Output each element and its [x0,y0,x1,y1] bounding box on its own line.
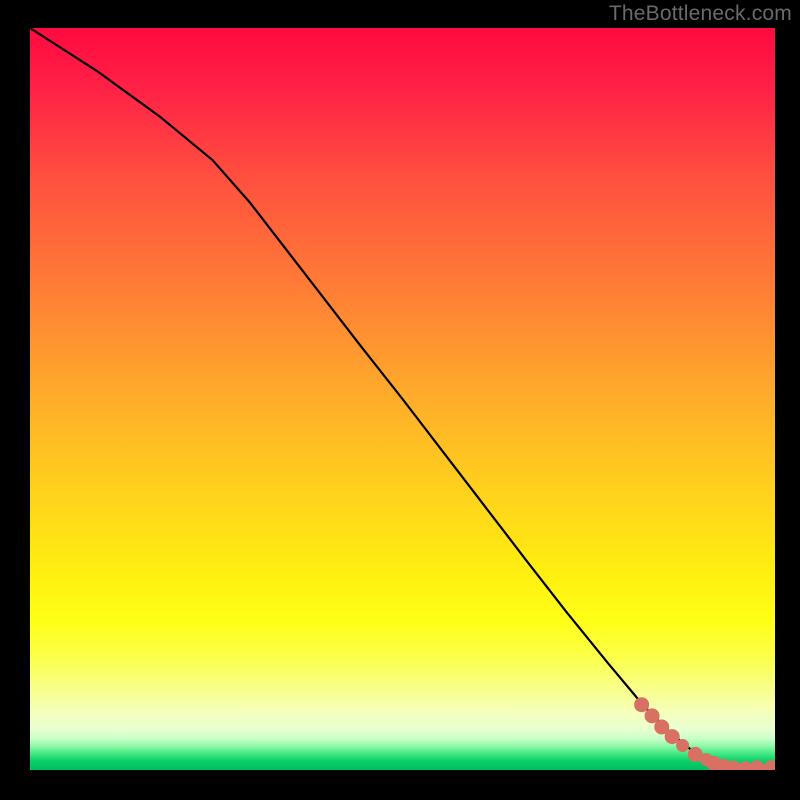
data-marker [635,698,649,712]
data-marker [764,761,778,775]
data-marker [677,740,689,752]
data-marker [665,730,679,744]
data-marker [739,762,751,774]
bottleneck-curve-plot [0,0,800,800]
watermark-text: TheBottleneck.com [609,2,792,26]
data-marker [726,761,740,775]
chart-frame: TheBottleneck.com [0,0,800,800]
data-marker [645,709,659,723]
data-marker [750,761,764,775]
